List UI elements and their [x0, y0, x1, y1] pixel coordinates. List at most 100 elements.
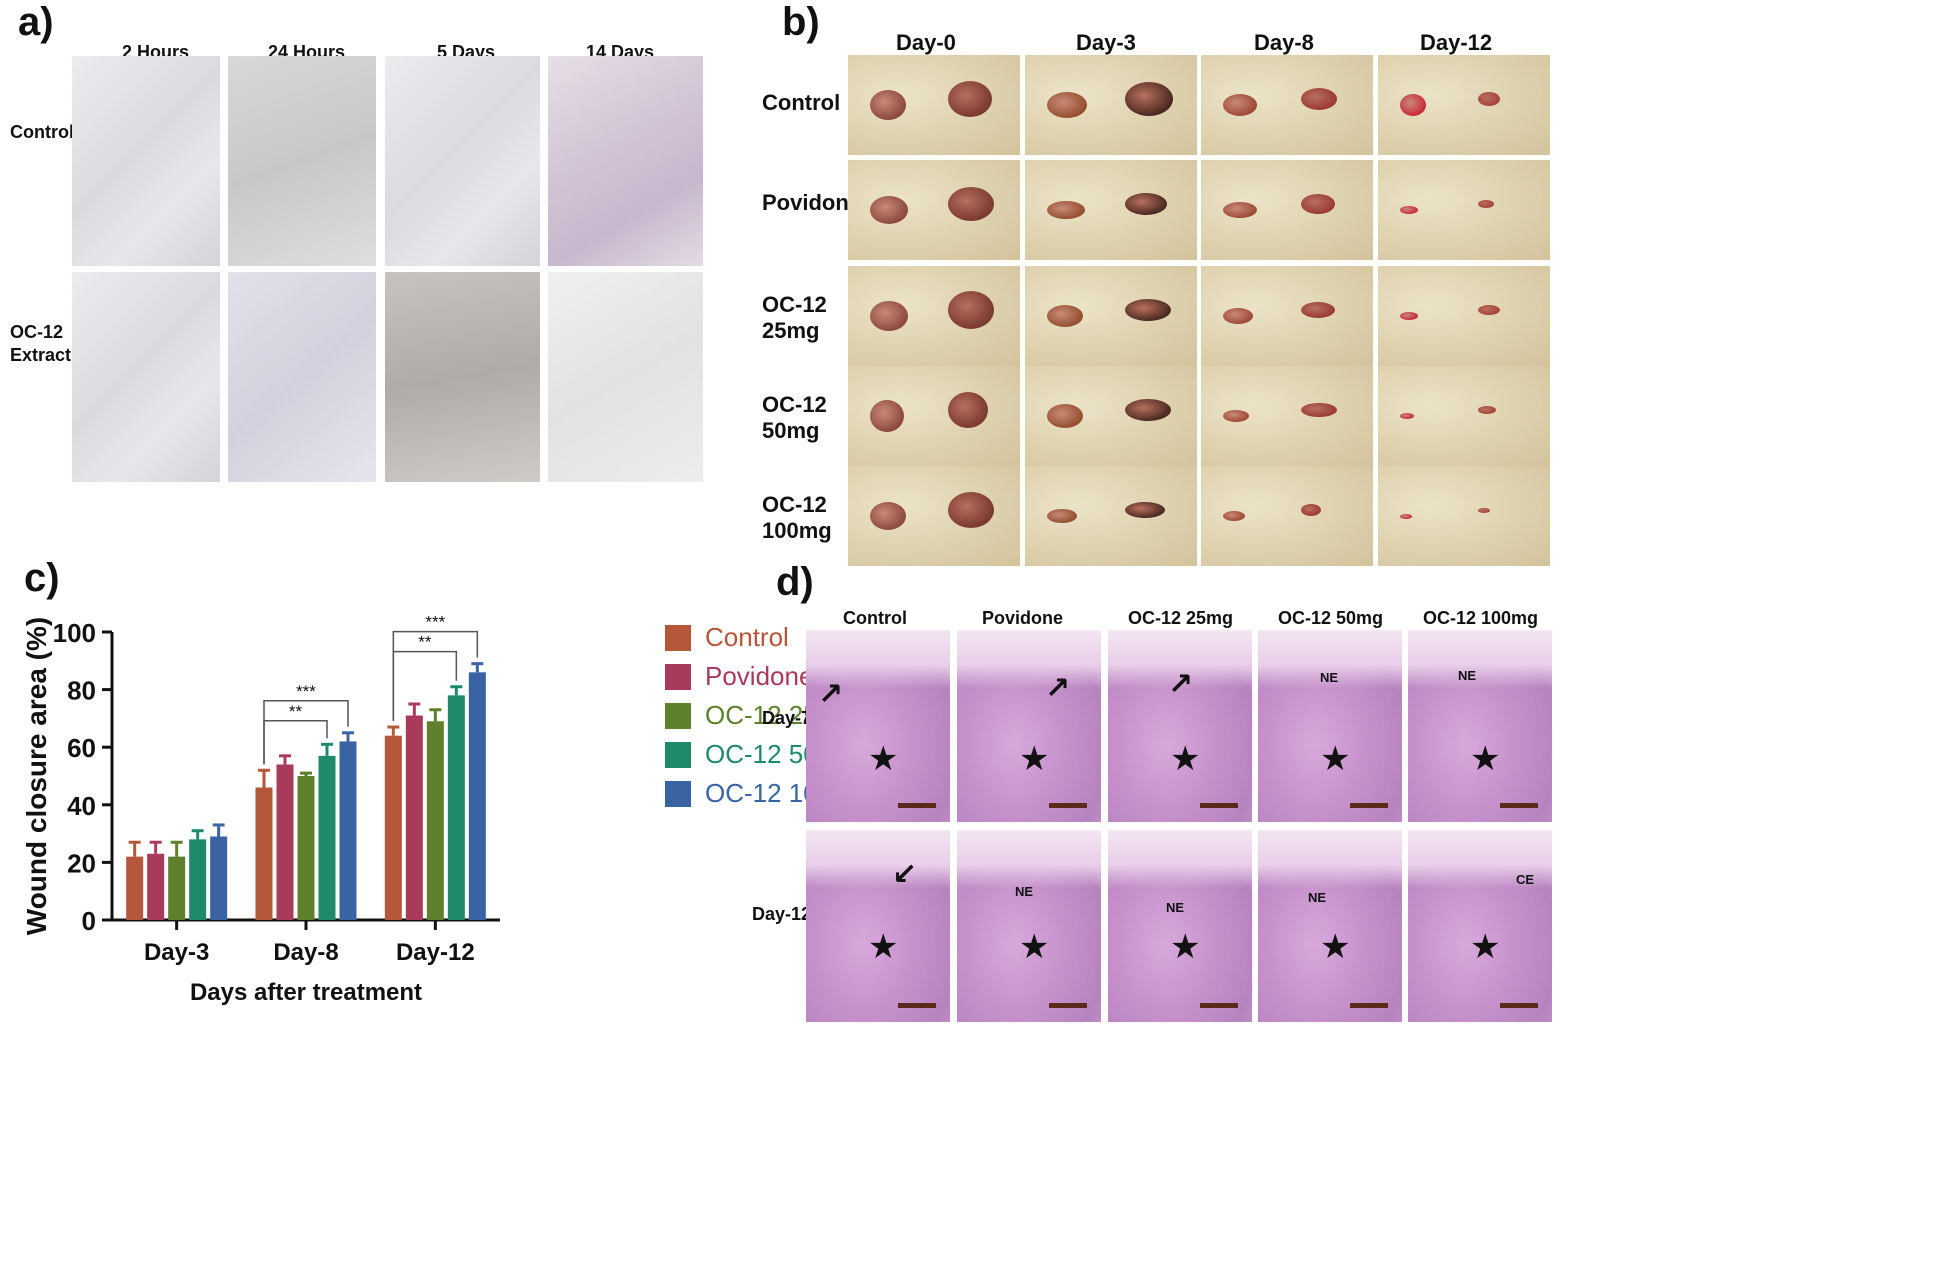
panel-d-histology-image: ★ ↗ [806, 630, 950, 822]
panel-d-histology-image: ★ CE [1408, 830, 1552, 1022]
significance-bracket [392, 650, 458, 722]
panel-b-photo [1025, 466, 1197, 566]
ce-annotation: CE [1516, 872, 1535, 887]
y-tick-label: 80 [67, 676, 96, 706]
wound-spot [1125, 193, 1167, 215]
wound-spot [1047, 404, 1083, 428]
panel-a-row-label: OC-12 [10, 322, 64, 342]
wound-spot [1125, 502, 1165, 518]
significance-label: *** [296, 682, 316, 701]
wound-spot [1301, 403, 1337, 417]
significance-label: ** [418, 633, 432, 652]
scale-bar [1200, 1003, 1238, 1008]
wound-spot [870, 301, 908, 331]
scale-bar [1200, 803, 1238, 808]
panel-d-letter: d) [776, 560, 814, 604]
wound-spot [1400, 513, 1412, 519]
histology-epidermis [1408, 630, 1552, 688]
scale-bar [1049, 1003, 1087, 1008]
panel-b-photo [1201, 466, 1373, 566]
histology-epidermis [1258, 830, 1402, 888]
wound-spot [1478, 200, 1494, 208]
star-marker-icon: ★ [1019, 740, 1050, 778]
bar [405, 715, 423, 920]
panel-d-histology-image: ★ ↙ [806, 830, 950, 1022]
panel-c-letter: c) [24, 556, 60, 600]
y-tick-label: 40 [67, 791, 96, 821]
panel-d-histology-image: ★ NE [1258, 630, 1402, 822]
scale-bar [898, 1003, 936, 1008]
histology-epidermis [1108, 830, 1252, 888]
panel-b-photo [1025, 266, 1197, 366]
panel-b-row-label: 100mg [762, 518, 832, 543]
legend-item: Povidone [665, 661, 813, 692]
wound-spot [870, 90, 906, 120]
wound-spot [1223, 511, 1245, 521]
panel-d-col-label: OC-12 50mg [1278, 608, 1384, 628]
wound-spot [1223, 94, 1257, 116]
panel-b-photo [1378, 160, 1550, 260]
scale-bar [1500, 1003, 1538, 1008]
bar [426, 721, 444, 920]
arrow-marker-icon: ↗ [818, 678, 844, 711]
panel-a-photo [385, 56, 540, 266]
panel-b-photo [1201, 366, 1373, 466]
panel-d-histology-image: ★ NE [1108, 830, 1252, 1022]
panel-b-col-label: Day-12 [1420, 30, 1493, 55]
wound-spot [1478, 406, 1496, 414]
ne-annotation: NE [1308, 890, 1327, 905]
histology-epidermis [957, 630, 1101, 688]
bar [189, 839, 207, 920]
histology-epidermis [806, 630, 950, 688]
wound-spot [1301, 194, 1335, 214]
panel-b-row-label: OC-12 [762, 392, 827, 417]
ne-annotation: NE [1458, 668, 1477, 683]
significance-bracket [263, 720, 328, 765]
x-axis-label: Days after treatment [190, 979, 422, 1006]
panel-a-photo [72, 272, 220, 482]
scale-bar [898, 803, 936, 808]
bar [126, 856, 144, 920]
wound-spot [948, 492, 994, 528]
legend-label: Povidone [705, 661, 814, 691]
significance-bracket [263, 700, 349, 765]
significance-label: *** [425, 613, 445, 632]
histology-epidermis [957, 830, 1101, 888]
wound-spot [870, 196, 908, 224]
y-tick-label: 20 [67, 848, 96, 878]
star-marker-icon: ★ [868, 740, 899, 778]
scale-bar [1049, 803, 1087, 808]
panel-b-photo [1025, 55, 1197, 155]
wound-spot [1400, 94, 1426, 116]
panel-b-photo [848, 366, 1020, 466]
star-marker-icon: ★ [1470, 928, 1501, 966]
arrow-marker-icon: ↗ [1168, 668, 1194, 701]
panel-b-photo [1025, 160, 1197, 260]
panel-b-photo [1378, 466, 1550, 566]
bar [210, 836, 228, 920]
histology-epidermis [1108, 630, 1252, 688]
panel-d-col-label: Povidone [982, 608, 1064, 628]
bar [276, 764, 294, 920]
panel-b-row-label: Povidone [762, 190, 862, 215]
bar [168, 856, 186, 920]
ne-annotation: NE [1015, 884, 1034, 899]
wound-spot [1125, 399, 1171, 421]
star-marker-icon: ★ [1470, 740, 1501, 778]
panel-a-row-label: Extract [10, 345, 72, 365]
wound-spot [1223, 202, 1257, 218]
panel-a-row-label: Control [10, 122, 74, 142]
ne-annotation: NE [1166, 900, 1185, 915]
wound-spot [1478, 92, 1500, 106]
panel-b-row-label: OC-12 [762, 492, 827, 517]
panel-d-histology-image: ★ NE [1408, 630, 1552, 822]
legend-swatch [665, 741, 691, 768]
wound-spot [1047, 201, 1085, 219]
panel-b-photo [1201, 160, 1373, 260]
wound-spot [1400, 413, 1414, 419]
panel-b-photo [1378, 266, 1550, 366]
star-marker-icon: ★ [1170, 740, 1201, 778]
legend-swatch [665, 702, 691, 729]
bar [447, 695, 465, 920]
